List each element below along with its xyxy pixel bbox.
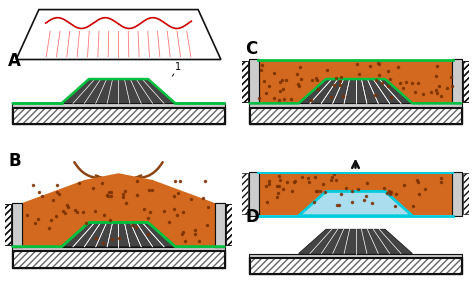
Bar bbox=[11, 250, 226, 268]
Text: A: A bbox=[8, 52, 21, 70]
Polygon shape bbox=[21, 173, 216, 247]
Polygon shape bbox=[62, 79, 175, 103]
Bar bbox=[226, 204, 233, 245]
Bar bbox=[13, 108, 224, 123]
Text: 1: 1 bbox=[175, 62, 182, 72]
Bar bbox=[248, 59, 259, 103]
Bar bbox=[250, 258, 461, 273]
Text: B: B bbox=[8, 153, 21, 170]
Polygon shape bbox=[258, 173, 453, 215]
Bar bbox=[248, 257, 463, 274]
Bar bbox=[250, 258, 461, 273]
Bar bbox=[4, 204, 11, 245]
Bar bbox=[463, 61, 470, 102]
Polygon shape bbox=[62, 222, 175, 247]
Bar bbox=[11, 103, 226, 107]
Bar bbox=[248, 107, 463, 124]
Bar bbox=[248, 103, 463, 107]
Bar bbox=[11, 203, 22, 247]
Bar bbox=[4, 204, 11, 245]
Polygon shape bbox=[258, 60, 453, 103]
Bar bbox=[11, 203, 22, 247]
Bar bbox=[452, 59, 463, 103]
Text: D: D bbox=[245, 208, 259, 226]
Bar bbox=[248, 254, 463, 257]
Bar bbox=[13, 108, 224, 123]
Bar bbox=[215, 203, 226, 247]
Bar bbox=[13, 251, 224, 267]
Bar bbox=[215, 203, 226, 247]
Bar bbox=[250, 108, 461, 123]
Bar bbox=[248, 172, 259, 216]
Bar bbox=[248, 59, 259, 103]
Bar bbox=[241, 61, 248, 102]
Polygon shape bbox=[299, 191, 412, 216]
Polygon shape bbox=[16, 10, 221, 59]
Bar bbox=[11, 247, 226, 250]
Polygon shape bbox=[299, 79, 412, 103]
Polygon shape bbox=[299, 79, 412, 103]
Bar bbox=[452, 172, 463, 216]
Bar bbox=[226, 204, 233, 245]
Bar bbox=[463, 61, 470, 102]
Text: C: C bbox=[245, 40, 257, 58]
Bar bbox=[452, 59, 463, 103]
Bar bbox=[463, 173, 470, 214]
Polygon shape bbox=[62, 222, 175, 247]
Bar bbox=[13, 251, 224, 267]
Bar bbox=[11, 107, 226, 124]
Bar bbox=[250, 108, 461, 123]
Bar bbox=[241, 61, 248, 102]
Polygon shape bbox=[299, 229, 412, 254]
Bar bbox=[241, 173, 248, 214]
